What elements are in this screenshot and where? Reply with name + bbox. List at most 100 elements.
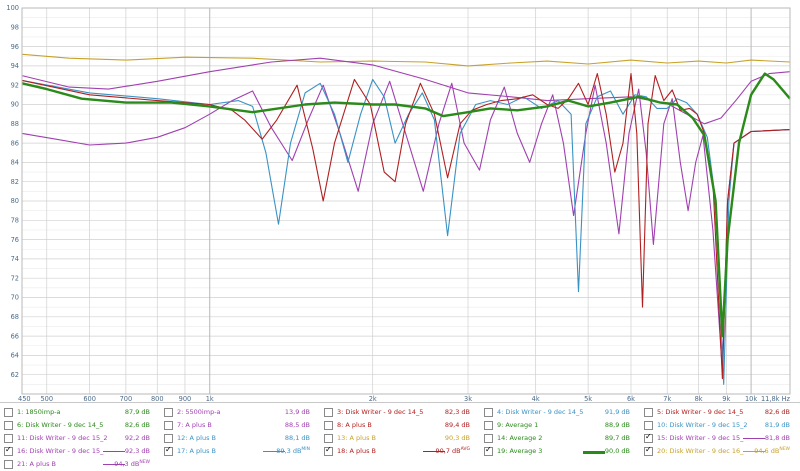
legend-item-value: 88,9 dB — [605, 421, 630, 429]
legend-value-suffix: NEW — [779, 447, 790, 452]
legend-item-value: 89,3 dBMIN — [276, 447, 310, 455]
legend-value-text: 90,7 dB — [435, 447, 461, 455]
legend-checkbox[interactable] — [164, 445, 173, 456]
y-tick-label: 90 — [11, 101, 19, 109]
legend-item-value: 94,3 dBNEW — [114, 460, 150, 468]
legend-checkbox[interactable] — [644, 445, 653, 456]
legend-item[interactable]: 5: Disk Writer - 9 dec 14_5 82,6 dB — [644, 406, 790, 419]
y-tick-label: 64 — [11, 352, 19, 360]
legend-item-value: 91,9 dB — [605, 408, 630, 416]
legend-item-value: 89,4 dB — [445, 421, 470, 429]
legend-item[interactable]: 11: Disk Writer - 9 dec 15_2 92,2 dB — [4, 432, 150, 445]
legend-item[interactable]: 10: Disk Writer - 9 dec 15_2 81,9 dB — [644, 419, 790, 432]
legend-checkbox[interactable] — [324, 408, 333, 417]
legend-value-text: 82,6 dB — [764, 408, 790, 416]
legend-value-text: 88,5 dB — [284, 421, 310, 429]
x-tick-label: 700 — [120, 395, 133, 402]
legend-checkbox[interactable] — [484, 445, 493, 456]
legend-checkbox[interactable] — [4, 445, 13, 456]
legend-checkbox[interactable] — [4, 460, 13, 469]
legend-checkbox[interactable] — [484, 408, 493, 417]
legend-checkbox[interactable] — [324, 445, 333, 456]
series-line-1 — [21, 53, 791, 67]
series-line-6 — [21, 72, 791, 338]
x-tick-label: 500 — [40, 395, 53, 402]
legend-item[interactable]: 1: 1850imp-a 87,9 dB — [4, 406, 150, 419]
legend-item[interactable]: 12: A plus B 88,1 dB — [164, 432, 310, 445]
legend-value-text: 94,3 dB — [114, 460, 140, 468]
x-tick-label: 7k — [663, 395, 671, 402]
legend-line-swatch — [103, 451, 125, 452]
legend-item-name: 12: A plus B — [177, 434, 217, 442]
legend-checkbox[interactable] — [324, 434, 333, 443]
legend-checkbox[interactable] — [4, 421, 13, 430]
legend-checkbox[interactable] — [484, 434, 493, 443]
legend-value-text: 82,6 dB — [124, 421, 150, 429]
legend-item[interactable]: 20: Disk Writer - 9 dec 16_ 94,6 dBNEW — [644, 445, 790, 458]
legend-item[interactable]: 8: A plus B 89,4 dB — [324, 419, 470, 432]
legend-checkbox[interactable] — [4, 408, 13, 417]
y-tick-label: 62 — [11, 371, 19, 379]
legend-item-value: 92,3 dB — [125, 447, 150, 455]
y-tick-label: 68 — [11, 313, 19, 321]
legend-item[interactable]: 18: A plus B 90,7 dBAVG — [324, 445, 470, 458]
legend-item-value: 90,7 dBAVG — [436, 447, 470, 455]
legend-checkbox[interactable] — [484, 421, 493, 430]
legend-line-swatch — [743, 438, 765, 439]
legend-item[interactable]: 9: Average 1 88,9 dB — [484, 419, 630, 432]
legend-checkbox[interactable] — [644, 421, 653, 430]
legend-checkbox[interactable] — [644, 432, 653, 443]
y-tick-label: 88 — [11, 120, 19, 128]
frequency-response-chart[interactable]: 62 64 66 68 70 72 74 76 78 80 82 84 86 88 90 92 94 96 98 10… — [0, 0, 800, 402]
legend-item-name: 15: Disk Writer - 9 dec 15_ — [657, 434, 744, 442]
y-tick-label: 100 — [6, 4, 19, 12]
y-tick-label: 84 — [11, 159, 19, 167]
legend-item[interactable]: 15: Disk Writer - 9 dec 15_ 81,8 dB — [644, 432, 790, 445]
legend-item[interactable]: 21: A plus B 94,3 dBNEW — [4, 458, 150, 471]
legend-item-value: 90,3 dB — [445, 434, 470, 442]
legend-item-name: 2: 5500imp-a — [177, 408, 221, 416]
legend-item[interactable]: 14: Average 2 89,7 dB — [484, 432, 630, 445]
plot-frame — [21, 7, 791, 395]
series-line-5 — [21, 73, 791, 380]
legend-checkbox[interactable] — [164, 434, 173, 443]
x-tick-label: 800 — [151, 395, 164, 402]
legend-item-value: 82,6 dB — [125, 421, 150, 429]
legend-line-swatch — [423, 451, 445, 452]
legend-checkbox[interactable] — [164, 421, 173, 430]
legend-checkbox[interactable] — [164, 408, 173, 417]
legend-value-text: 92,2 dB — [124, 434, 150, 442]
x-tick-label: 1k — [206, 395, 214, 402]
legend-item-value: 88,5 dB — [285, 421, 310, 429]
legend-checkbox[interactable] — [324, 421, 333, 430]
legend-item[interactable]: 16: Disk Writer - 9 dec 15_ 92,3 dB — [4, 445, 150, 458]
y-tick-label: 86 — [11, 139, 19, 147]
legend-checkbox[interactable] — [644, 408, 653, 417]
y-tick-label: 96 — [11, 43, 19, 51]
x-tick-label: 9k — [722, 395, 730, 402]
legend-item[interactable]: 17: A plus B 89,3 dBMIN — [164, 445, 310, 458]
axis-labels: 62 64 66 68 70 72 74 76 78 80 82 84 86 88 90 92 94 96 98 10… — [6, 4, 790, 402]
legend-item-name: 21: A plus B — [17, 460, 57, 468]
legend-item[interactable]: 4: Disk Writer - 9 dec 14_5 91,9 dB — [484, 406, 630, 419]
legend-value-text: 94,6 dB — [754, 447, 780, 455]
legend-item-value: 82,3 dB — [445, 408, 470, 416]
legend-item[interactable]: 19: Average 3 90,0 dB — [484, 445, 630, 458]
legend-value-text: 89,7 dB — [604, 434, 630, 442]
y-tick-label: 66 — [11, 332, 19, 340]
legend-item-name: 4: Disk Writer - 9 dec 14_5 — [497, 408, 584, 416]
legend-item-name: 6: Disk Writer - 9 dec 14_5 — [17, 421, 104, 429]
legend-item[interactable]: 3: Disk Writer - 9 dec 14_5 82,3 dB — [324, 406, 470, 419]
legend-checkbox[interactable] — [4, 434, 13, 443]
legend-item[interactable]: 2: 5500imp-a 13,9 dB — [164, 406, 310, 419]
legend-item[interactable]: 6: Disk Writer - 9 dec 14_5 82,6 dB — [4, 419, 150, 432]
legend-item[interactable]: 13: A plus B 90,3 dB — [324, 432, 470, 445]
legend-value-text: 90,3 dB — [444, 434, 470, 442]
series-line-3 — [21, 80, 791, 372]
legend-value-text: 87,9 dB — [124, 408, 150, 416]
legend-item-value: 90,0 dB — [605, 447, 630, 455]
legend-item[interactable]: 7: A plus B 88,5 dB — [164, 419, 310, 432]
legend-value-text: 82,3 dB — [444, 408, 470, 416]
legend-item-name: 17: A plus B — [177, 447, 217, 455]
legend-value-text: 90,0 dB — [604, 447, 630, 455]
